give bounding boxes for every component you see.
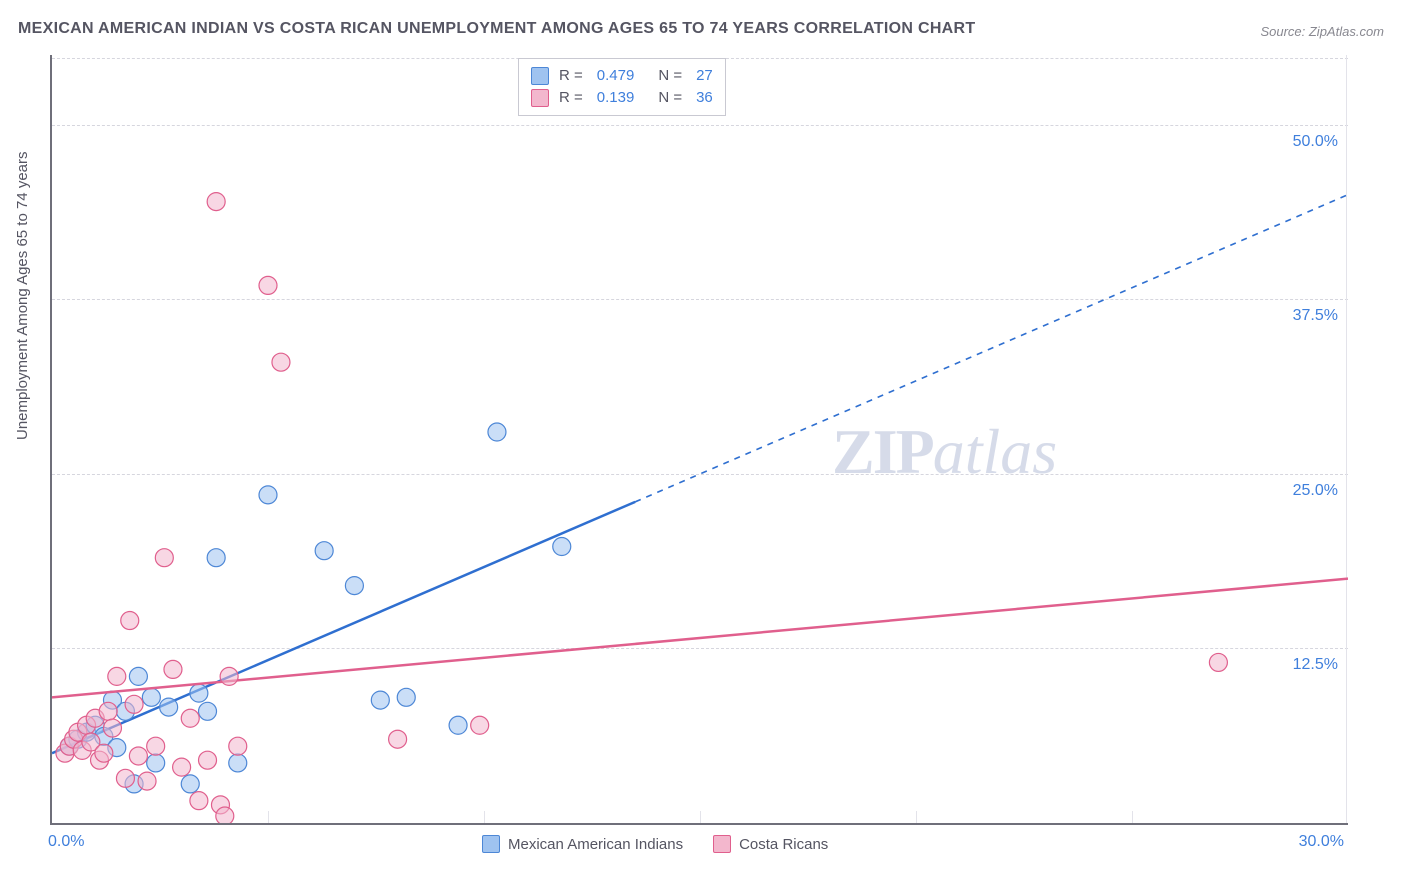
legend-row-series-2: R = 0.139 N = 36 [531,87,713,109]
plot-area: R = 0.479 N = 27 R = 0.139 N = 36 ZIPatl… [50,55,1348,825]
legend-row-series-1: R = 0.479 N = 27 [531,65,713,87]
r-value-1: 0.479 [597,65,635,87]
swatch-icon [482,835,500,853]
r-label: R = [559,65,583,87]
legend-item-2: Costa Ricans [713,835,828,853]
legend-label-2: Costa Ricans [739,836,828,853]
n-value-2: 36 [696,87,713,109]
x-tick-label: 0.0% [48,833,84,851]
n-value-1: 27 [696,65,713,87]
scatter-plot-svg [52,55,1348,823]
n-label: N = [658,87,682,109]
r-label: R = [559,87,583,109]
series-legend: Mexican American Indians Costa Ricans [482,835,828,853]
n-label: N = [658,65,682,87]
x-tick-label: 30.0% [1299,833,1344,851]
correlation-legend: R = 0.479 N = 27 R = 0.139 N = 36 [518,58,726,116]
legend-label-1: Mexican American Indians [508,836,683,853]
swatch-icon [713,835,731,853]
swatch-icon [531,67,549,85]
swatch-icon [531,89,549,107]
legend-item-1: Mexican American Indians [482,835,683,853]
chart-title: MEXICAN AMERICAN INDIAN VS COSTA RICAN U… [18,20,975,38]
source-label: Source: ZipAtlas.com [1260,24,1384,39]
r-value-2: 0.139 [597,87,635,109]
y-axis-label: Unemployment Among Ages 65 to 74 years [14,151,31,440]
